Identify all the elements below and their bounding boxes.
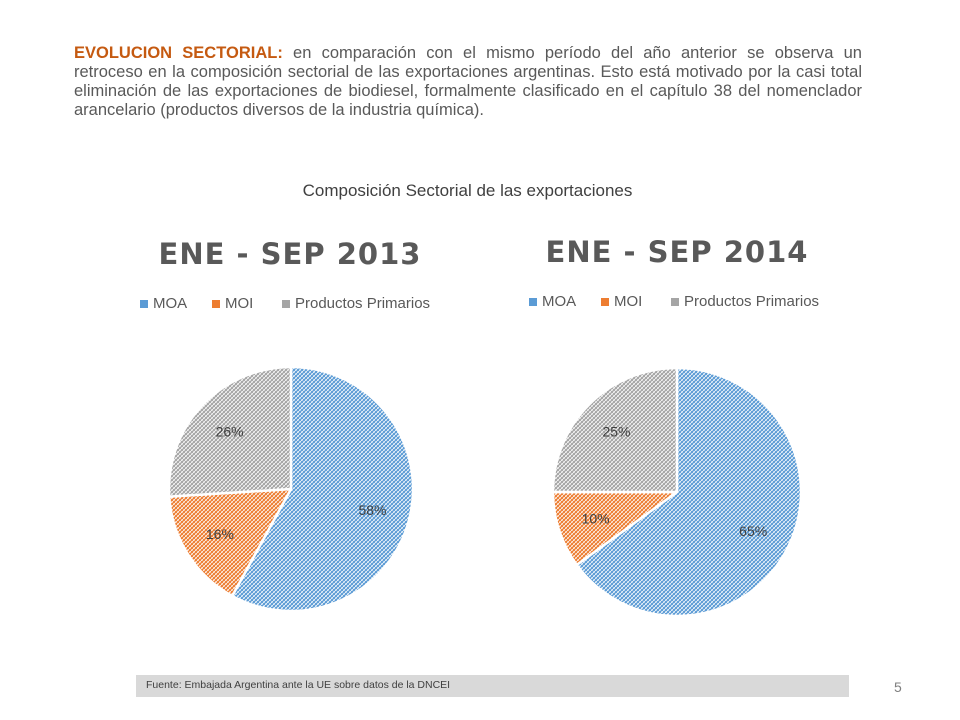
intro-paragraph: EVOLUCION SECTORIAL: en comparación con … [74, 44, 862, 120]
pie-chart-2: ENE - SEP 2014 MOA MOI Productos Primarios 6… [529, 235, 819, 618]
intro-body: en comparación con el mismo período del … [74, 44, 862, 119]
intro-lead: EVOLUCION SECTORIAL: [74, 44, 283, 62]
legend-label: Productos Primarios [684, 293, 819, 310]
pie-slice-moa [230, 365, 415, 613]
pie-chart-title: ENE - SEP 2013 [159, 237, 422, 271]
pie-slice-label: 65% [739, 523, 767, 539]
footer-source-text: Fuente: Embajada Argentina ante la UE so… [146, 679, 451, 691]
pie-slice-moi [167, 487, 293, 598]
legend-label: MOI [614, 293, 642, 310]
pie-slice-productos-primarios [551, 366, 679, 494]
footer-source-bar: Fuente: Embajada Argentina ante la UE so… [136, 675, 849, 697]
pie-chart-1: ENE - SEP 2013 MOA MOI Productos Primarios 5… [140, 237, 430, 613]
legend-swatch [212, 300, 220, 308]
legend-swatch [140, 300, 148, 308]
pie-slice-label: 25% [602, 424, 630, 440]
legend-swatch [529, 298, 537, 306]
pie-slice-label: 16% [206, 526, 234, 542]
pie-slice-label: 58% [358, 502, 386, 518]
pie-slice-productos-primarios [167, 365, 293, 498]
legend-swatch [282, 300, 290, 308]
pie-slice-label: 26% [216, 423, 244, 439]
legend-label: MOA [542, 293, 576, 310]
legend-label: Productos Primarios [295, 295, 430, 312]
legend-swatch [601, 298, 609, 306]
legend-label: MOI [225, 295, 253, 312]
charts-subtitle: Composición Sectorial de las exportacion… [302, 181, 633, 200]
page-number: 5 [894, 679, 902, 695]
pie-slice-label: 10% [582, 510, 610, 526]
pie-chart-title: ENE - SEP 2014 [546, 235, 809, 269]
pie-slice-moa [575, 366, 803, 618]
legend-swatch [671, 298, 679, 306]
pie-slice-moi [551, 490, 679, 567]
legend-label: MOA [153, 295, 187, 312]
